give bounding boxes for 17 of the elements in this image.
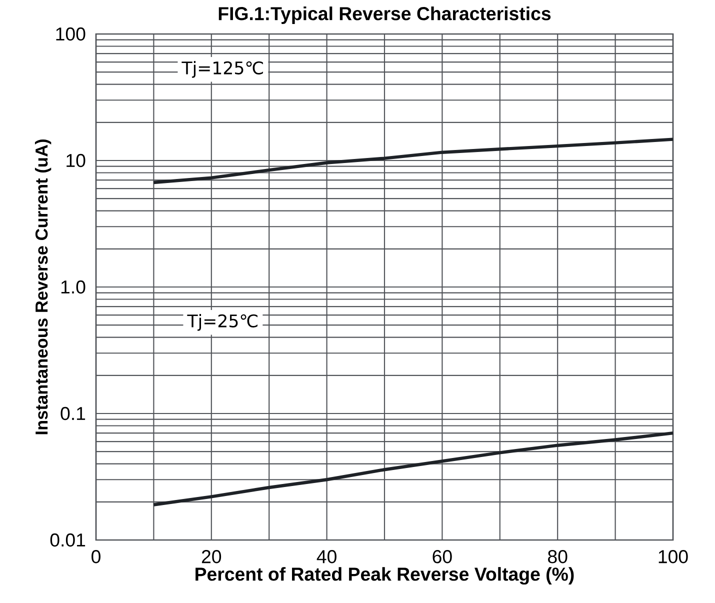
annotation: Tj=25℃ (187, 314, 258, 331)
x-tick-label: 60 (432, 550, 452, 564)
y-axis-title: Instantaneous Reverse Current (uA) (34, 140, 52, 434)
y-tick-label: 0.1 (60, 406, 86, 420)
x-tick-label: 20 (202, 550, 222, 564)
chart-title: FIG.1:Typical Reverse Characteristics (218, 6, 551, 24)
x-tick-label: 100 (658, 550, 688, 564)
y-tick-label: 0.01 (50, 533, 86, 547)
y-tick-label: 10 (66, 154, 86, 168)
y-tick-label: 1.0 (61, 280, 86, 294)
y-tick-label: 100 (56, 27, 86, 41)
x-tick-label: 0 (92, 550, 100, 564)
x-tick-label: 80 (548, 550, 568, 564)
x-axis-title: Percent of Rated Peak Reverse Voltage (%) (196, 567, 574, 585)
line-series (152, 138, 675, 184)
annotation: Tj=125℃ (182, 61, 263, 78)
x-tick-label: 40 (316, 550, 336, 564)
